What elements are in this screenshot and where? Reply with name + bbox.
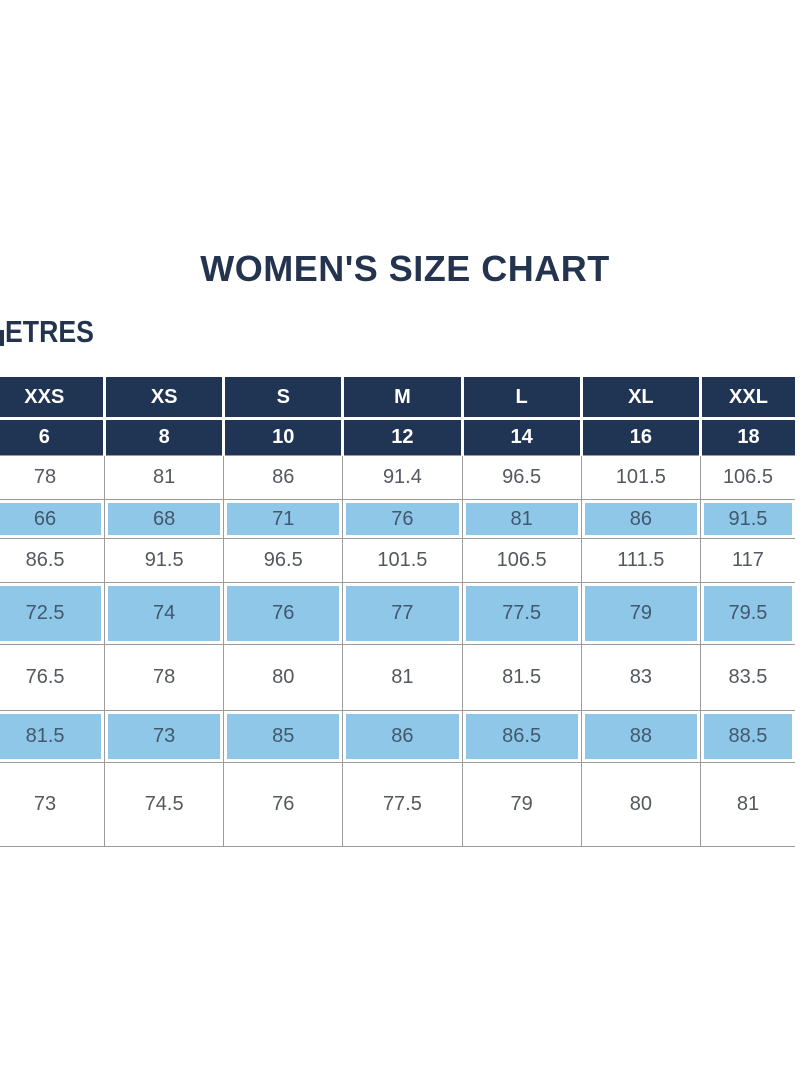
cropped-letter-fragment [0,330,4,346]
measurement-cell: 117 [699,538,795,583]
measurement-cell: 86.5 [461,710,582,763]
measurement-cell: 79 [461,762,582,847]
table-row: 86.5 91.5 96.5 101.5 106.5 111.5 117 [0,538,795,583]
measurement-cell: 76 [223,762,344,847]
measurement-cell: 76 [223,582,344,645]
measurement-cell: 88 [580,710,701,763]
measurement-cell: 80 [223,644,344,711]
measurement-cell: 81 [342,644,463,711]
measurement-cell: 77.5 [461,582,582,645]
numeric-size-header: 14 [462,418,583,456]
measurement-cell: 73 [104,710,225,763]
measurement-cell: 81 [461,499,582,539]
measurement-cell: 86 [342,710,463,763]
measurement-cell: 76.5 [0,644,106,711]
numeric-size-header: 18 [700,418,795,456]
measurement-cell: 74 [104,582,225,645]
measurement-cell: 91.5 [699,499,795,539]
size-column-header: XL [581,377,702,420]
size-header-row: XXS XS S M L XL XXL [0,377,795,420]
measurement-cell: 111.5 [580,538,701,583]
measurement-cell: 81.5 [461,644,582,711]
page-title: WOMEN'S SIZE CHART [200,248,610,289]
measurement-cell: 79 [580,582,701,645]
measurement-cell: 101.5 [342,538,463,583]
measurement-cell: 79.5 [699,582,795,645]
measurement-cell: 106.5 [699,455,795,500]
size-column-header: XXL [700,377,795,420]
table-row: 76.5 78 80 81 81.5 83 83.5 [0,644,795,711]
measurement-cell: 66 [0,499,106,539]
measurement-cell: 83 [580,644,701,711]
table-body: 78 81 86 91.4 96.5 101.5 106.5 66 68 71 76 81 86 91.5… [0,455,795,847]
measurement-cell: 78 [104,644,225,711]
size-column-header: L [462,377,583,420]
measurement-cell: 81 [104,455,225,500]
measurement-cell: 96.5 [223,538,344,583]
numeric-size-header: 12 [342,418,464,456]
measurement-cell: 106.5 [461,538,582,583]
measurement-cell: 88.5 [699,710,795,763]
size-column-header: XXS [0,377,107,420]
measurement-cell: 91.5 [104,538,225,583]
measurement-cell: 77 [342,582,463,645]
numeric-size-header: 10 [223,418,345,456]
numeric-size-header-row: 6 8 10 12 14 16 18 [0,418,795,456]
measurement-cell: 86 [580,499,701,539]
measurement-cell: 76 [342,499,463,539]
table-header: XXS XS S M L XL XXL 6 8 10 12 14 16 18 [0,377,795,456]
measurement-cell: 81 [699,762,795,847]
measurement-cell: 86 [223,455,344,500]
measurement-cell: 81.5 [0,710,106,763]
table-row: 73 74.5 76 77.5 79 80 81 [0,762,795,847]
size-column-header: S [223,377,345,420]
measurement-cell: 77.5 [342,762,463,847]
size-chart-table: XXS XS S M L XL XXL 6 8 10 12 14 16 18 78 81 86 91.4 96.… [0,377,795,847]
size-column-header: M [342,377,464,420]
measurement-cell: 91.4 [342,455,463,500]
table-row: 66 68 71 76 81 86 91.5 [0,499,795,539]
unit-label: ETRES [5,314,94,349]
measurement-cell: 72.5 [0,582,106,645]
numeric-size-header: 16 [581,418,702,456]
numeric-size-header: 6 [0,418,107,456]
measurement-cell: 85 [223,710,344,763]
measurement-cell: 86.5 [0,538,106,583]
measurement-cell: 68 [104,499,225,539]
measurement-cell: 80 [580,762,701,847]
table-row: 72.5 74 76 77 77.5 79 79.5 [0,582,795,645]
numeric-size-header: 8 [104,418,226,456]
measurement-cell: 96.5 [461,455,582,500]
measurement-cell: 101.5 [580,455,701,500]
measurement-cell: 73 [0,762,106,847]
measurement-cell: 71 [223,499,344,539]
measurement-cell: 74.5 [104,762,225,847]
size-column-header: XS [104,377,226,420]
measurement-cell: 78 [0,455,106,500]
measurement-cell: 83.5 [699,644,795,711]
table-row: 78 81 86 91.4 96.5 101.5 106.5 [0,455,795,500]
table-row: 81.5 73 85 86 86.5 88 88.5 [0,710,795,763]
